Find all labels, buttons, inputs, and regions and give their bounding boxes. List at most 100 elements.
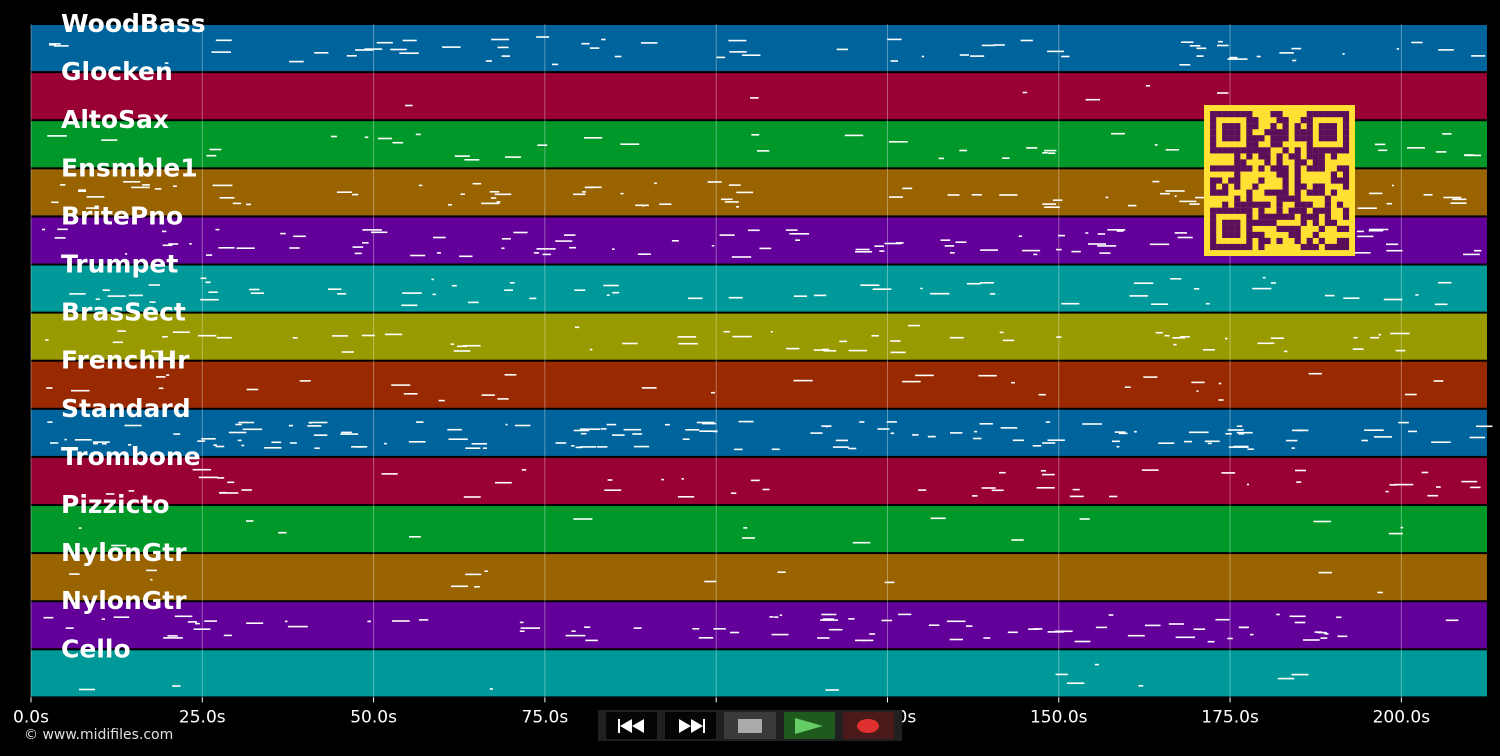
note bbox=[632, 433, 643, 435]
note bbox=[661, 478, 664, 481]
note bbox=[677, 336, 697, 338]
note bbox=[484, 570, 488, 572]
note bbox=[463, 496, 481, 498]
note bbox=[198, 334, 217, 337]
note bbox=[489, 191, 500, 193]
note bbox=[211, 51, 231, 53]
note bbox=[241, 489, 252, 491]
note bbox=[569, 246, 577, 249]
note bbox=[1044, 149, 1057, 152]
note bbox=[606, 423, 617, 426]
note bbox=[581, 42, 590, 45]
note bbox=[1000, 427, 1018, 429]
note bbox=[742, 537, 755, 539]
note bbox=[436, 252, 441, 254]
note bbox=[448, 204, 452, 206]
note bbox=[1177, 236, 1193, 239]
track-lane bbox=[31, 650, 1487, 697]
note bbox=[1443, 196, 1462, 199]
note bbox=[979, 423, 993, 425]
note bbox=[771, 448, 780, 451]
note bbox=[1296, 481, 1302, 483]
note bbox=[565, 634, 586, 637]
note bbox=[1295, 469, 1306, 472]
note bbox=[392, 620, 410, 622]
note bbox=[1152, 180, 1160, 183]
note bbox=[699, 430, 718, 432]
note bbox=[848, 447, 857, 450]
note bbox=[195, 622, 200, 625]
note bbox=[1134, 430, 1137, 433]
note bbox=[432, 293, 436, 296]
note bbox=[889, 196, 903, 198]
note bbox=[496, 201, 501, 203]
note bbox=[730, 631, 740, 634]
tick-label: 50.0s bbox=[350, 707, 397, 727]
note bbox=[1386, 243, 1399, 246]
note bbox=[944, 245, 955, 247]
note bbox=[1165, 190, 1185, 192]
note bbox=[521, 469, 527, 471]
note bbox=[736, 191, 754, 194]
note bbox=[959, 149, 967, 152]
note bbox=[166, 374, 170, 376]
note bbox=[497, 46, 509, 49]
note bbox=[859, 421, 865, 423]
note bbox=[154, 188, 162, 190]
note bbox=[620, 192, 624, 195]
note bbox=[1127, 634, 1145, 637]
note bbox=[736, 206, 739, 208]
note bbox=[415, 133, 421, 136]
note bbox=[438, 399, 445, 402]
note bbox=[886, 421, 897, 423]
note bbox=[832, 446, 849, 448]
note bbox=[1461, 480, 1478, 483]
note bbox=[1173, 343, 1177, 346]
note bbox=[409, 536, 421, 538]
note bbox=[573, 518, 593, 520]
note bbox=[362, 229, 382, 231]
note bbox=[612, 248, 615, 250]
note bbox=[723, 330, 730, 333]
note bbox=[537, 144, 548, 146]
note bbox=[1218, 382, 1222, 385]
note bbox=[1221, 472, 1236, 474]
stop-button[interactable] bbox=[724, 712, 776, 739]
note bbox=[707, 181, 722, 183]
note bbox=[501, 238, 511, 240]
note bbox=[1082, 423, 1102, 425]
note bbox=[1141, 469, 1159, 471]
note bbox=[1109, 495, 1118, 498]
note bbox=[1151, 303, 1169, 305]
note bbox=[1114, 431, 1126, 433]
note bbox=[464, 159, 480, 161]
note bbox=[46, 387, 53, 389]
note bbox=[719, 234, 735, 236]
play-button[interactable] bbox=[783, 712, 835, 739]
note bbox=[771, 633, 789, 636]
note bbox=[665, 423, 670, 426]
note bbox=[1369, 228, 1389, 231]
note bbox=[155, 376, 166, 378]
record-button[interactable] bbox=[842, 712, 895, 739]
note bbox=[1149, 243, 1170, 246]
note bbox=[678, 342, 698, 345]
note bbox=[216, 336, 232, 339]
note bbox=[403, 393, 418, 395]
note bbox=[887, 38, 902, 41]
note bbox=[146, 569, 157, 572]
note bbox=[1154, 144, 1158, 146]
note bbox=[1324, 633, 1329, 635]
note bbox=[148, 284, 160, 286]
rewind-button[interactable] bbox=[606, 712, 658, 739]
fast-forward-button[interactable] bbox=[665, 712, 717, 739]
note bbox=[1364, 429, 1384, 431]
note bbox=[1174, 232, 1187, 234]
note bbox=[862, 639, 866, 642]
note bbox=[890, 60, 898, 62]
note bbox=[1469, 436, 1485, 439]
track-label: WoodBass bbox=[61, 9, 206, 38]
note bbox=[983, 637, 991, 639]
note bbox=[462, 344, 481, 347]
note bbox=[352, 246, 364, 248]
